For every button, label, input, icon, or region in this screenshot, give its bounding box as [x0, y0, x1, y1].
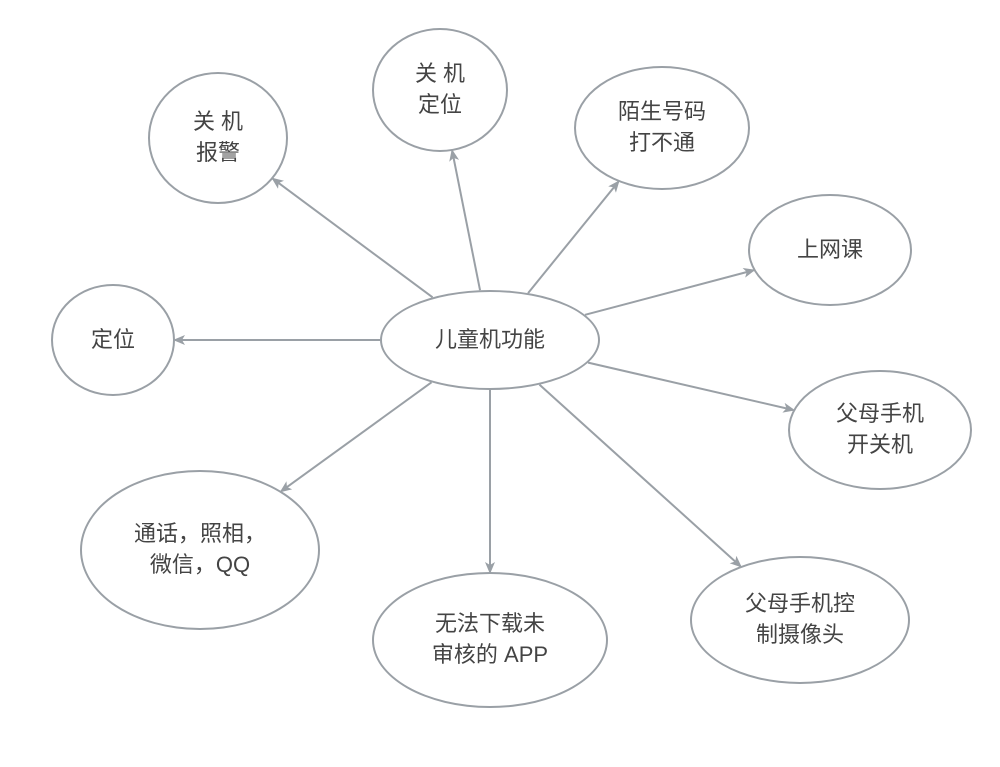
node-label: 定位 — [87, 321, 139, 360]
node-label: 关 机 报警 — [189, 103, 247, 173]
center-node: 儿童机功能 — [380, 290, 600, 390]
edge-n2 — [452, 151, 480, 290]
node-label: 父母手机 开关机 — [832, 395, 928, 465]
edge-n4 — [585, 270, 753, 315]
node-label: 通话，照相， 微信，QQ — [130, 515, 270, 585]
feature-node-n6: 父母手机控 制摄像头 — [690, 556, 910, 684]
node-label: 父母手机控 制摄像头 — [741, 585, 859, 655]
edge-n5 — [588, 363, 793, 410]
feature-node-n8: 通话，照相， 微信，QQ — [80, 470, 320, 630]
node-label: 关 机 定位 — [411, 55, 469, 125]
feature-node-n9: 定位 — [51, 284, 175, 396]
node-label: 无法下载未 审核的 APP — [428, 605, 552, 675]
edge-n3 — [528, 182, 618, 293]
feature-node-n2: 关 机 定位 — [372, 28, 508, 152]
edge-n8 — [281, 382, 431, 491]
feature-node-n3: 陌生号码 打不通 — [574, 66, 750, 190]
feature-node-n1: 关 机 报警 — [148, 72, 288, 204]
edge-n6 — [539, 385, 740, 567]
node-label: 陌生号码 打不通 — [614, 93, 710, 163]
feature-node-n5: 父母手机 开关机 — [788, 370, 972, 490]
feature-node-n7: 无法下载未 审核的 APP — [372, 572, 608, 708]
edge-n1 — [273, 179, 433, 298]
feature-node-n4: 上网课 — [748, 194, 912, 306]
node-label: 上网课 — [793, 231, 867, 270]
node-label: 儿童机功能 — [431, 321, 549, 360]
